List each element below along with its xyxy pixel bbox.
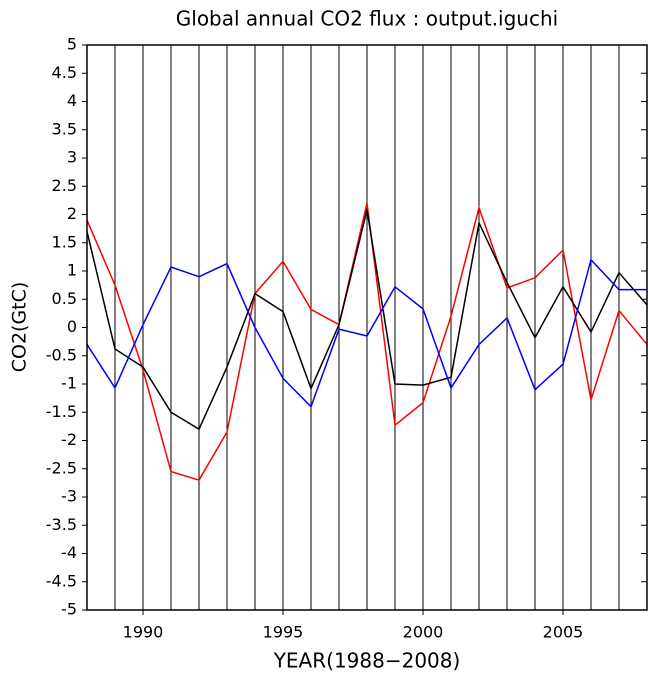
x-tick-label: 1990 (123, 623, 164, 642)
y-tick-label: -1.5 (46, 402, 77, 421)
y-tick-label: 4.5 (52, 63, 77, 82)
x-tick-label: 1995 (263, 623, 304, 642)
y-tick-label: -5 (61, 600, 77, 619)
plot-frame (86, 44, 648, 611)
y-tick-label: 5 (67, 35, 77, 54)
y-tick-label: -4.5 (46, 571, 77, 590)
y-tick-label: -2 (61, 430, 77, 449)
x-tick-label: 2000 (403, 623, 444, 642)
y-tick-label: 1.5 (52, 232, 77, 251)
y-tick-label: -0.5 (46, 345, 77, 364)
data-line (86, 258, 647, 408)
y-tick-label: -2.5 (46, 458, 77, 477)
x-tick-label: 2005 (543, 623, 584, 642)
y-tick-label: -3.5 (46, 515, 77, 534)
y-tick-label: 4 (67, 91, 77, 110)
y-tick-label: 2.5 (52, 176, 77, 195)
y-tick-label: -3 (61, 487, 77, 506)
y-tick-label: 1 (67, 261, 77, 280)
y-tick-label: 3.5 (52, 119, 77, 138)
chart-title: Global annual CO2 flux : output.iguchi (176, 7, 558, 31)
y-axis-label: CO2(GtC) (9, 282, 31, 373)
data-line (86, 203, 648, 481)
y-tick-label: -1 (61, 374, 77, 393)
y-tick-label: 0.5 (52, 289, 77, 308)
x-axis-label: YEAR(1988−2008) (273, 649, 461, 673)
y-tick-label: 2 (67, 204, 77, 223)
y-tick-label: 3 (67, 148, 77, 167)
y-tick-label: 0 (67, 317, 77, 336)
y-tick-label: -4 (61, 543, 77, 562)
data-line (86, 209, 648, 431)
